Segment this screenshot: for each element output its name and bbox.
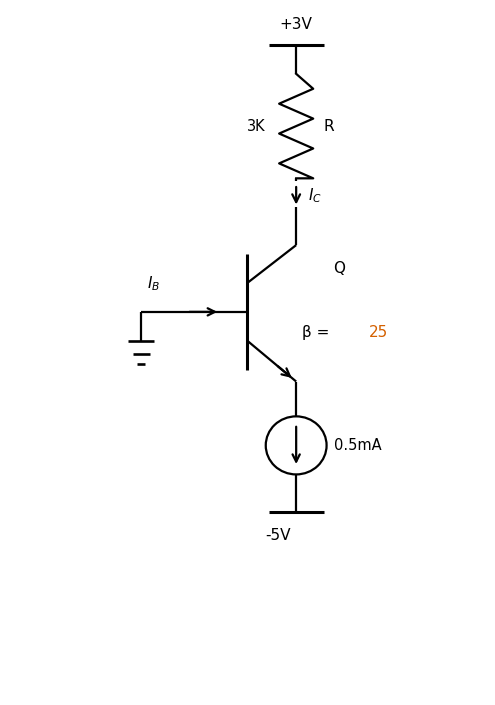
- Text: $I_C$: $I_C$: [308, 186, 322, 205]
- Text: Q: Q: [333, 261, 345, 276]
- Text: +3V: +3V: [280, 17, 313, 32]
- Text: 3K: 3K: [247, 118, 266, 133]
- Text: R: R: [324, 118, 334, 133]
- Text: 0.5mA: 0.5mA: [334, 438, 382, 453]
- Text: -5V: -5V: [265, 529, 291, 544]
- Text: β =: β =: [302, 325, 330, 340]
- Text: 25: 25: [369, 325, 389, 340]
- Text: $I_B$: $I_B$: [147, 274, 160, 293]
